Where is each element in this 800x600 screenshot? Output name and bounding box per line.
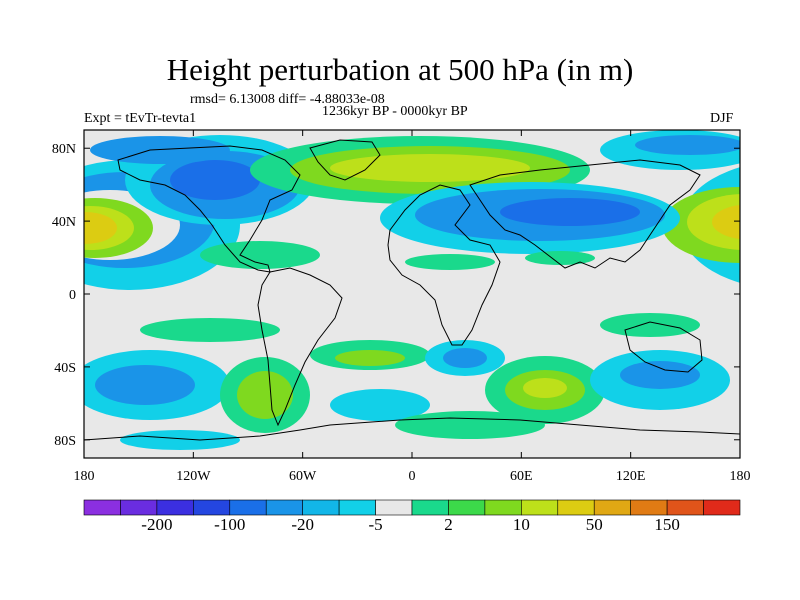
contour-ne-asia-dark — [635, 135, 740, 155]
colorbar-label: -200 — [141, 515, 173, 534]
colorbar-label: -20 — [291, 515, 314, 534]
contour-antarctic-blue — [120, 430, 240, 450]
greenland-outline — [309, 139, 381, 181]
colorbar-swatch — [703, 499, 741, 516]
map-axis-ticks: 180 120W 60W 0 60E 120E 180 80N 40N 0 40S 80S — [52, 130, 751, 484]
colorbar-swatch — [411, 499, 449, 516]
y-tick-label: 80S — [54, 434, 76, 449]
x-tick-label: 120E — [616, 469, 646, 484]
experiment-label: Expt = tEvTr-tevta1 — [84, 111, 197, 126]
y-tick-label: 40S — [54, 361, 76, 376]
contour-safrica-dark-blue — [443, 348, 487, 368]
antarctica-outline — [84, 417, 740, 441]
north-america-outline — [117, 145, 301, 273]
asia-outline — [469, 159, 701, 269]
contour-sio-yellow — [523, 378, 567, 398]
colorbar-swatch — [521, 499, 559, 516]
colorbar-swatch — [557, 499, 595, 516]
colorbar-label: 2 — [444, 515, 453, 534]
plot-title: Height perturbation at 500 hPa (in m) — [166, 52, 634, 87]
x-tick-label: 120W — [176, 469, 211, 484]
colorbar-swatch — [375, 499, 413, 516]
colorbar-label: 150 — [654, 515, 680, 534]
contour-satl-blue — [330, 389, 430, 421]
contour-caribbean-green — [200, 241, 320, 269]
south-america-outline — [257, 267, 343, 427]
colorbar-swatch — [448, 499, 486, 516]
x-tick-label: 180 — [74, 469, 95, 484]
colorbar-label: -100 — [214, 515, 246, 534]
continent-outlines — [84, 139, 740, 441]
colorbar-swatch — [338, 499, 376, 516]
x-tick-label: 180 — [730, 469, 751, 484]
australia-outline — [624, 321, 703, 373]
colorbar-label: -5 — [368, 515, 383, 534]
contour-na-dark-blue — [170, 160, 260, 200]
contour-arctic-yellow-green — [330, 154, 530, 182]
colorbar-swatch — [229, 499, 267, 516]
contour-india-green — [525, 251, 595, 265]
contour-eurasia-dark-blue — [500, 198, 640, 226]
colorbar-swatch — [265, 499, 303, 516]
x-tick-label: 0 — [409, 469, 416, 484]
europe-africa-outline — [387, 184, 501, 346]
colorbar-swatch — [120, 499, 158, 516]
colorbar-swatch — [302, 499, 340, 516]
contour-samerica-light-green — [237, 371, 293, 419]
colorbar-swatch — [630, 499, 668, 516]
period-label: 1236kyr BP - 0000kyr BP — [322, 104, 468, 119]
y-tick-label: 80N — [52, 142, 76, 157]
y-tick-label: 40N — [52, 215, 76, 230]
colorbar-swatch — [193, 499, 231, 516]
colorbar-swatch — [666, 499, 704, 516]
contour-fields — [84, 130, 740, 450]
colorbar-label: 50 — [585, 515, 603, 534]
colorbar-swatch — [593, 499, 631, 516]
colorbar-swatch — [83, 499, 121, 516]
stats-text: rmsd= 6.13008 diff= -4.88033e-08 — [190, 92, 385, 107]
contour-spac-blue — [95, 365, 195, 405]
season-label: DJF — [710, 111, 734, 126]
contour-satl-light-green — [335, 350, 405, 366]
colorbar-swatch — [484, 499, 522, 516]
x-tick-label: 60W — [289, 469, 317, 484]
contour-indonesia-green — [600, 313, 700, 337]
contour-africa-green — [405, 254, 495, 270]
y-tick-label: 0 — [69, 288, 76, 303]
contour-npac-yellow — [84, 212, 117, 244]
colorbar-label: 10 — [512, 515, 530, 534]
x-tick-label: 60E — [510, 469, 533, 484]
contour-wpac-yellow-green — [687, 194, 740, 250]
colorbar — [83, 499, 741, 516]
colorbar-swatch — [156, 499, 194, 516]
contour-wpac-yellow — [712, 204, 740, 240]
contour-antarctic-green — [395, 411, 545, 439]
contour-australia-dark-blue — [620, 361, 700, 389]
contour-epac-green — [140, 318, 280, 342]
